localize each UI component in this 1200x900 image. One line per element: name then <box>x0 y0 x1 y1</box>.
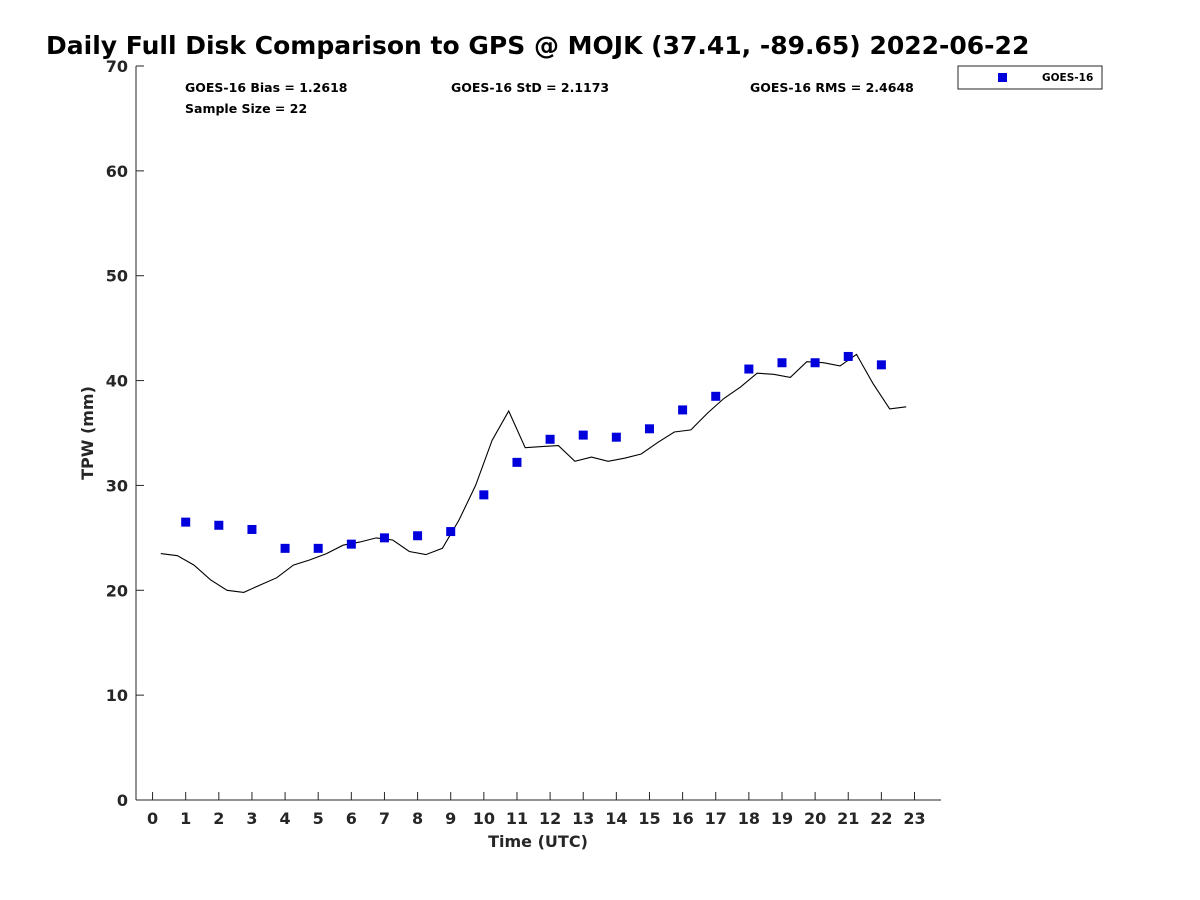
goes16-point <box>446 527 456 537</box>
x-tick-label: 3 <box>246 809 257 828</box>
x-tick-label: 5 <box>313 809 324 828</box>
legend-marker <box>998 73 1007 82</box>
x-tick-label: 17 <box>705 809 727 828</box>
goes16-point <box>280 543 290 553</box>
goes16-point <box>247 524 257 534</box>
goes16-point <box>810 358 820 368</box>
y-tick-label: 30 <box>106 476 128 495</box>
x-tick-label: 20 <box>804 809 826 828</box>
y-tick-label: 10 <box>106 686 128 705</box>
y-tick-label: 70 <box>106 57 128 76</box>
x-tick-label: 9 <box>445 809 456 828</box>
goes16-point <box>181 517 191 527</box>
goes16-point <box>545 434 555 444</box>
x-tick-label: 19 <box>771 809 793 828</box>
x-tick-label: 18 <box>738 809 760 828</box>
goes16-point <box>214 520 224 530</box>
goes16-point <box>512 457 522 467</box>
x-tick-label: 6 <box>346 809 357 828</box>
goes16-point <box>379 533 389 543</box>
series-layer <box>160 351 907 593</box>
legend: GOES-16 <box>957 65 1103 90</box>
goes16-point <box>479 490 489 500</box>
goes16-point <box>711 391 721 401</box>
x-ticks: 0 1 2 3 4 5 6 7 8 9 10 11 12 13 14 15 16 17 18 19 20 21 22 23 <box>147 792 926 828</box>
y-tick-label: 60 <box>106 162 128 181</box>
y-ticks: 0 10 20 30 40 50 60 70 <box>106 57 144 810</box>
x-tick-label: 4 <box>280 809 291 828</box>
goes16-point <box>346 539 356 549</box>
goes16-point <box>578 430 588 440</box>
x-tick-label: 0 <box>147 809 158 828</box>
y-tick-label: 20 <box>106 581 128 600</box>
x-tick-label: 7 <box>379 809 390 828</box>
goes16-point <box>644 424 654 434</box>
goes16-point <box>611 432 621 442</box>
gps-series-line <box>160 353 907 593</box>
x-tick-label: 2 <box>213 809 224 828</box>
stats-annotations: GOES-16 Bias = 1.2618 GOES-16 StD = 2.11… <box>185 80 914 116</box>
y-tick-label: 40 <box>106 372 128 391</box>
std-stat: GOES-16 StD = 2.1173 <box>451 80 609 95</box>
x-tick-label: 23 <box>903 809 925 828</box>
sample-size-stat: Sample Size = 22 <box>185 101 307 116</box>
legend-box <box>957 65 1103 90</box>
x-tick-label: 10 <box>473 809 495 828</box>
x-axis-label: Time (UTC) <box>488 832 588 851</box>
x-tick-label: 1 <box>180 809 191 828</box>
x-tick-label: 14 <box>605 809 627 828</box>
x-tick-label: 8 <box>412 809 423 828</box>
x-tick-label: 22 <box>870 809 892 828</box>
legend-label: GOES-16 <box>1042 72 1093 84</box>
y-tick-label: 50 <box>106 267 128 286</box>
rms-stat: GOES-16 RMS = 2.4648 <box>750 80 914 95</box>
goes16-point <box>876 360 886 370</box>
x-tick-label: 21 <box>837 809 859 828</box>
x-tick-label: 12 <box>539 809 561 828</box>
goes16-point <box>313 543 323 553</box>
y-tick-label: 0 <box>117 791 128 810</box>
x-tick-label: 11 <box>506 809 528 828</box>
bias-stat: GOES-16 Bias = 1.2618 <box>185 80 347 95</box>
goes16-point <box>413 531 423 541</box>
x-tick-label: 13 <box>572 809 594 828</box>
goes16-point <box>777 358 787 368</box>
goes16-point <box>678 405 688 415</box>
x-tick-label: 16 <box>671 809 693 828</box>
goes16-point <box>843 351 853 361</box>
chart-title: Daily Full Disk Comparison to GPS @ MOJK… <box>46 31 1029 60</box>
x-tick-label: 15 <box>638 809 660 828</box>
y-axis-label: TPW (mm) <box>78 386 97 480</box>
goes16-point <box>744 364 754 374</box>
